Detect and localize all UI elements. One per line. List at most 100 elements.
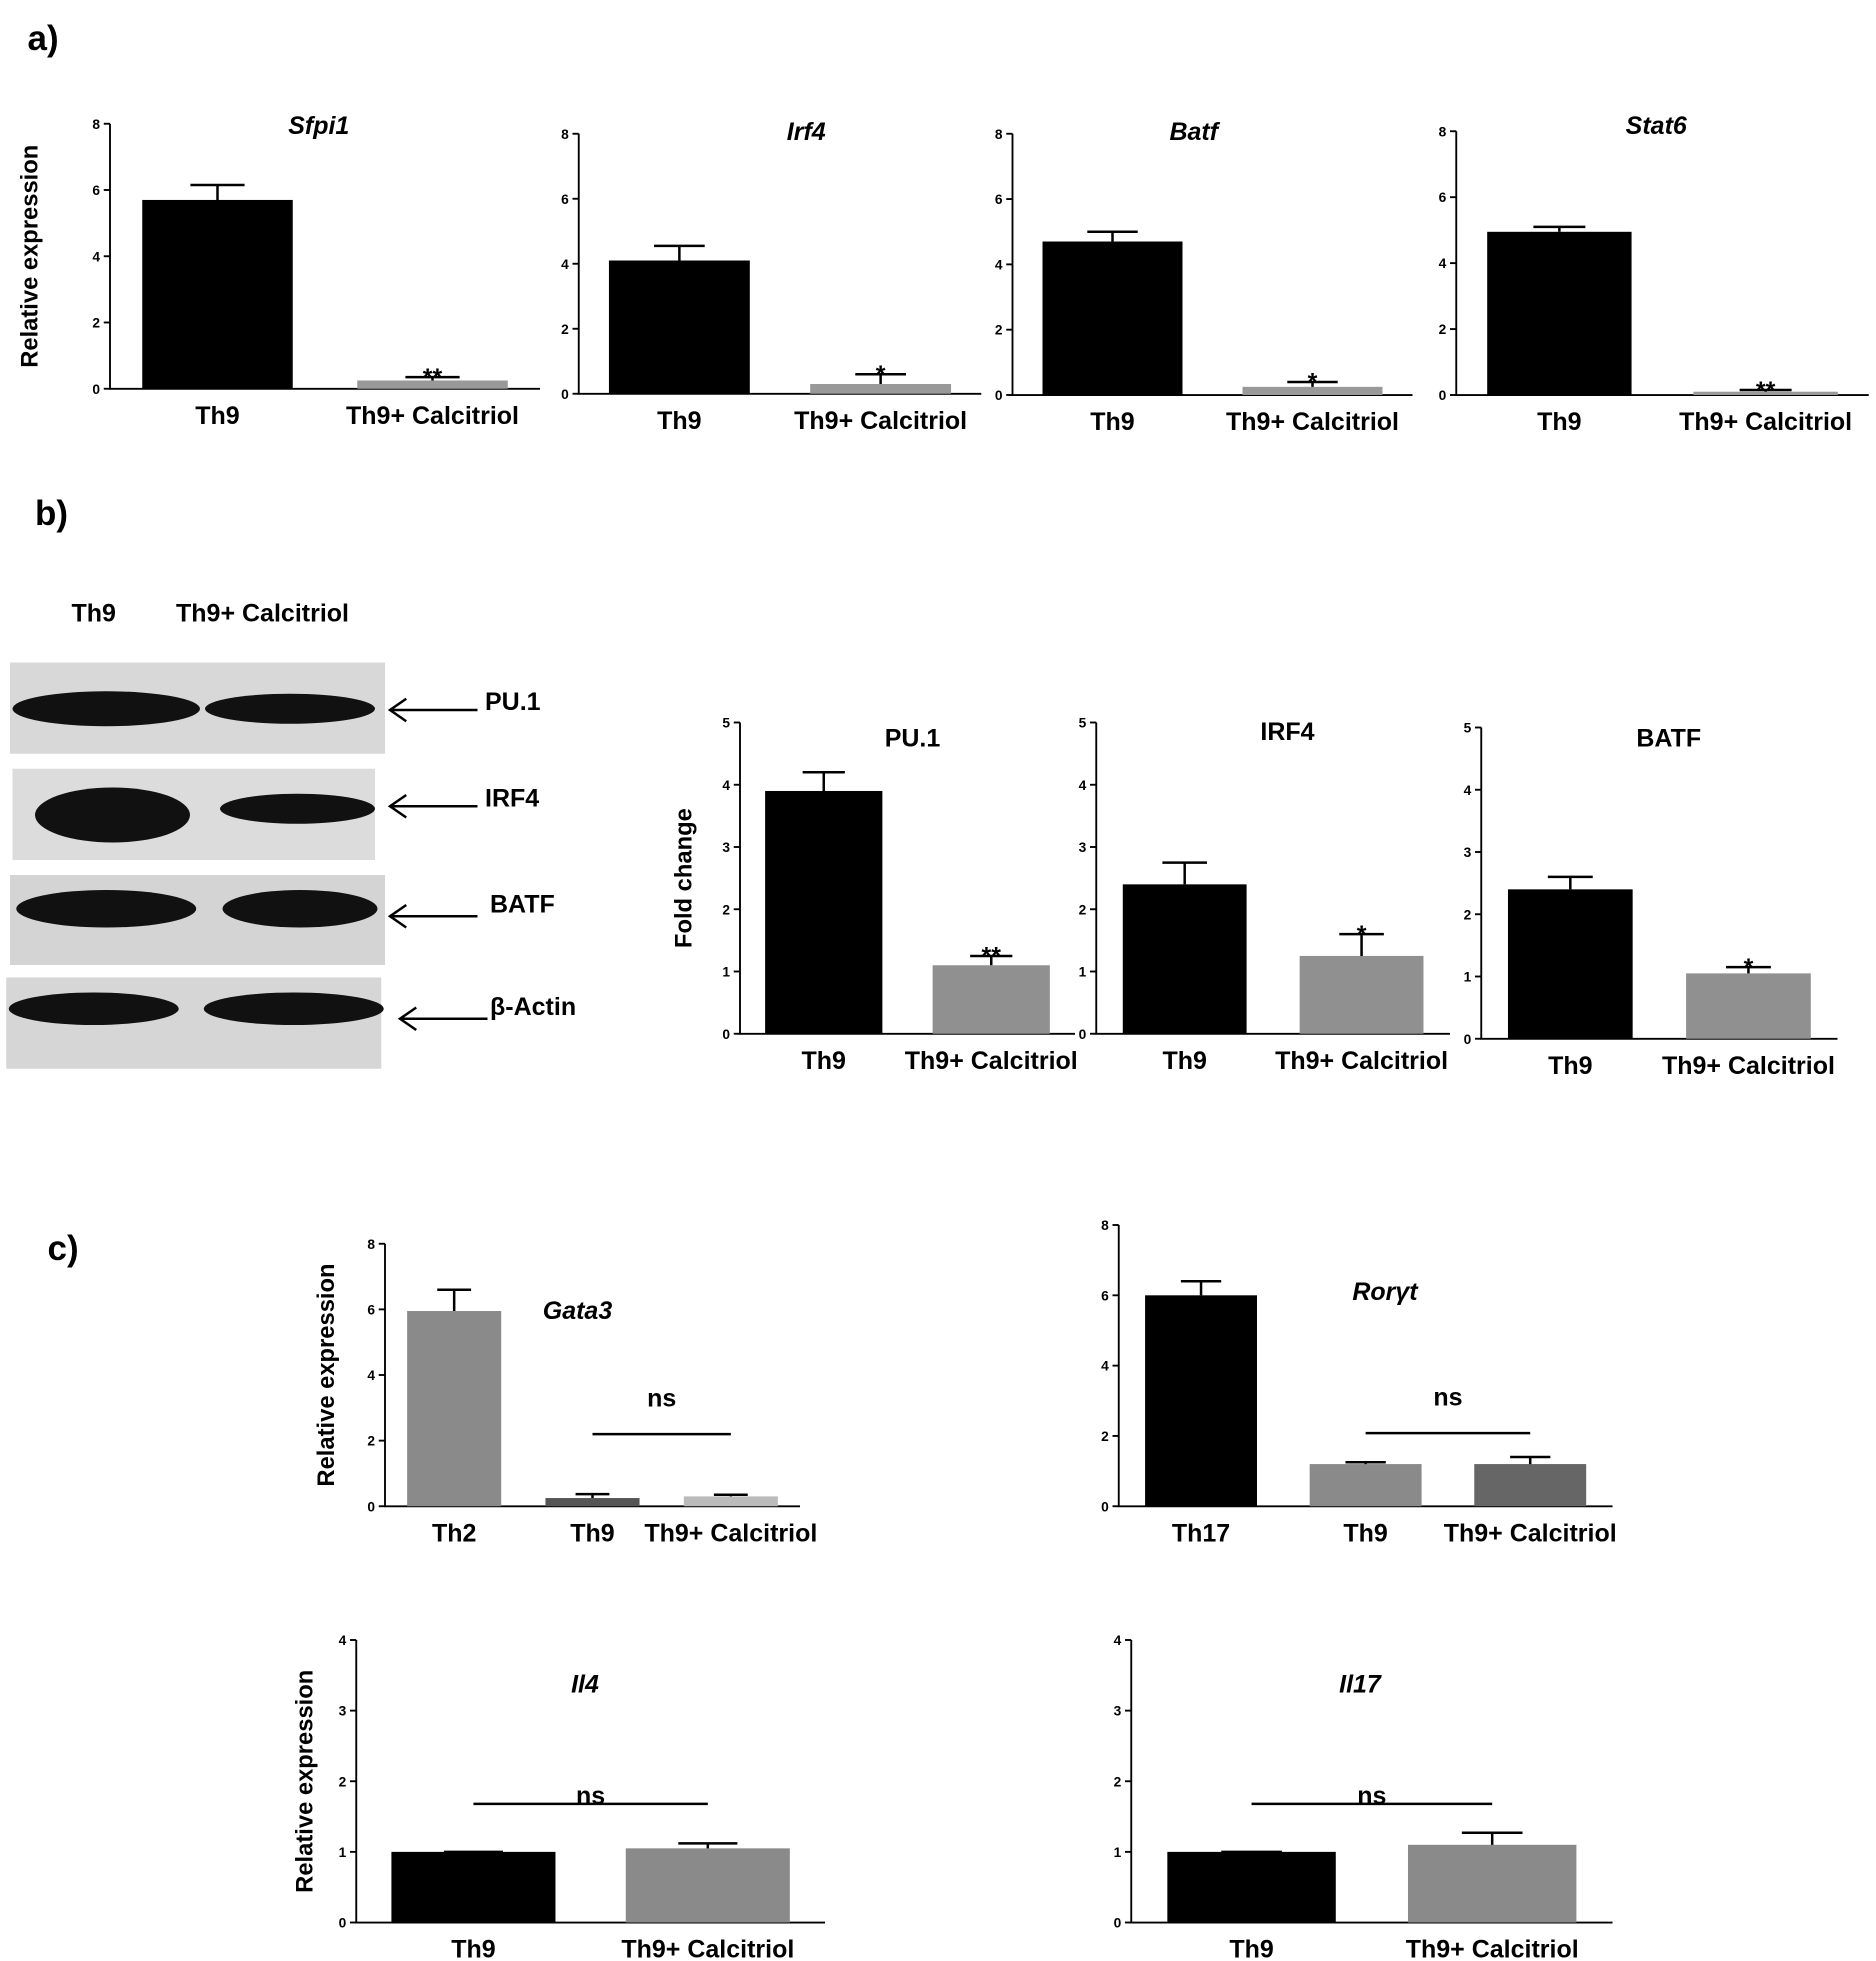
chart-title: BATF [1636, 724, 1701, 752]
bar [1309, 1464, 1422, 1507]
blot-band [220, 793, 375, 824]
blot-band [222, 890, 378, 928]
bar [683, 1496, 778, 1507]
arrows [387, 697, 488, 1032]
y-tick-label: 4 [995, 257, 1003, 272]
x-tick-label: Th9 [1162, 1047, 1206, 1075]
bar [1686, 973, 1811, 1039]
bar [1122, 884, 1247, 1034]
x-tick-label: Th9 [1537, 408, 1581, 436]
x-tick-label: Th9 [802, 1047, 846, 1075]
bar [545, 1498, 640, 1507]
blot-band [8, 992, 179, 1025]
y-tick-label: 6 [92, 183, 100, 198]
y-tick-label: 0 [1439, 388, 1447, 403]
y-tick-label: 0 [92, 382, 100, 397]
y-tick-label: 6 [561, 192, 569, 207]
y-tick-label: 6 [1101, 1288, 1109, 1303]
lane-label: Th9+ Calcitriol [176, 599, 349, 627]
x-tick-label: Th9+ Calcitriol [1406, 1936, 1579, 1961]
chart-title: Irf4 [787, 118, 826, 146]
significance-label: * [876, 361, 886, 389]
error-bar [654, 244, 705, 261]
chart-title: IRF4 [1260, 718, 1314, 746]
bar [1693, 391, 1838, 395]
x-tick-label: Th9 [195, 402, 239, 430]
y-tick-label: 3 [339, 1704, 347, 1719]
y-tick-label: 3 [1464, 845, 1472, 860]
bar [810, 384, 952, 394]
protein-label: β-Actin [490, 993, 576, 1021]
chart-title: Il4 [571, 1671, 599, 1699]
y-tick-label: 4 [1114, 1633, 1122, 1648]
y-tick-label: 4 [1439, 256, 1447, 271]
panel-label: a) [28, 19, 59, 58]
protein-label: PU.1 [485, 688, 541, 716]
error-bar [1533, 225, 1586, 232]
error-bar [1180, 1280, 1222, 1296]
lane-label: Th9 [72, 599, 116, 627]
y-tick-label: 4 [1101, 1359, 1109, 1374]
y-tick-label: 0 [1101, 1499, 1109, 1514]
y-tick-label: 6 [1439, 190, 1447, 205]
chart-title: Stat6 [1626, 112, 1688, 140]
error-bar [1287, 380, 1338, 387]
y-tick-label: 2 [1114, 1774, 1122, 1789]
y-tick-label: 5 [1464, 721, 1472, 736]
blot-band [203, 992, 384, 1025]
bar [765, 790, 883, 1034]
y-tick-label: 0 [722, 1027, 730, 1042]
error-bar [713, 1493, 748, 1497]
error-bar [970, 954, 1013, 966]
y-tick-label: 4 [1079, 778, 1087, 793]
significance-label: ** [423, 364, 443, 392]
error-bar [1510, 1455, 1551, 1465]
x-tick-label: Th9 [657, 407, 701, 435]
significance-label: ns [1357, 1782, 1386, 1810]
x-tick-label: Th9+ Calcitriol [1444, 1519, 1617, 1547]
error-bar [405, 375, 460, 381]
y-tick-label: 2 [92, 316, 100, 331]
x-tick-label: Th9 [1090, 408, 1134, 436]
y-tick-label: 2 [722, 902, 730, 917]
x-tick-label: Th17 [1172, 1519, 1230, 1547]
significance-label: ns [576, 1782, 605, 1810]
y-tick-label: 0 [561, 387, 569, 402]
error-bar [1726, 965, 1771, 974]
y-tick-label: 8 [561, 127, 569, 142]
figure-content: a) b) c) Th9 Th9+ Calcitriol PU.1 IRF4 B… [6, 19, 1869, 1961]
blot-band [205, 693, 375, 724]
y-tick-label: 0 [1464, 1032, 1472, 1047]
significance-label: ** [1756, 377, 1776, 405]
error-bar [1547, 875, 1593, 890]
y-tick-label: 3 [722, 840, 730, 855]
y-tick-label: 5 [722, 716, 730, 731]
y-tick-label: 8 [1439, 124, 1447, 139]
error-bar [1162, 861, 1207, 885]
blot-band [12, 691, 200, 727]
significance-label: * [1308, 369, 1318, 397]
error-bar [1345, 1461, 1386, 1465]
y-tick-label: 2 [1464, 907, 1472, 922]
western-blot: Th9 Th9+ Calcitriol PU.1 IRF4 BATF β-Act… [6, 599, 576, 1069]
y-tick-label: 8 [995, 127, 1003, 142]
error-bar [1087, 230, 1138, 242]
error-bar [575, 1492, 610, 1499]
blot-band [35, 787, 190, 843]
y-axis-label: Relative expression [17, 145, 44, 368]
chart-title: Sfpi1 [288, 112, 349, 140]
y-tick-label: 1 [1114, 1845, 1122, 1860]
blot-band [16, 890, 197, 928]
x-tick-label: Th9+ Calcitriol [1226, 408, 1399, 436]
y-tick-label: 8 [92, 117, 100, 132]
x-tick-label: Th9+ Calcitriol [644, 1519, 817, 1547]
significance-label: * [1744, 954, 1754, 982]
bar [1487, 231, 1632, 395]
y-tick-label: 2 [339, 1774, 347, 1789]
y-tick-label: 2 [1439, 322, 1447, 337]
chart-title: Rorγt [1352, 1278, 1419, 1306]
y-axis-label: Relative expression [292, 1670, 319, 1893]
y-tick-label: 1 [339, 1845, 347, 1860]
x-tick-label: Th9+ Calcitriol [1679, 408, 1852, 436]
